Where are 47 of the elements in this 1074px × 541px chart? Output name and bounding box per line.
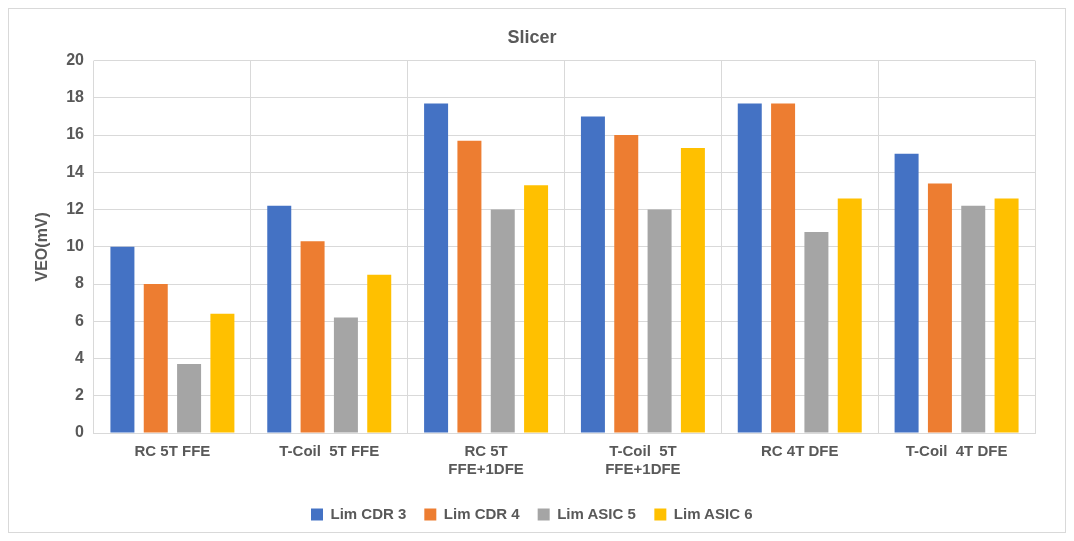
y-tick-label: 12 bbox=[66, 199, 85, 217]
y-tick-label: 4 bbox=[75, 348, 85, 366]
bar bbox=[994, 198, 1019, 433]
bar bbox=[647, 209, 672, 433]
bar bbox=[837, 198, 862, 433]
x-tick-label: T-Coil 5T FFE+1DFE bbox=[605, 442, 681, 478]
bar bbox=[804, 231, 829, 433]
bar bbox=[580, 116, 605, 433]
bar bbox=[614, 135, 639, 433]
bar bbox=[680, 148, 705, 433]
legend-label: Lim ASIC 6 bbox=[673, 504, 753, 522]
chart-title: Slicer bbox=[507, 26, 557, 47]
y-tick-label: 18 bbox=[66, 88, 85, 106]
y-tick-label: 20 bbox=[66, 51, 85, 69]
bar bbox=[894, 153, 919, 433]
bar bbox=[333, 317, 358, 433]
y-tick-label: 14 bbox=[66, 162, 85, 180]
x-tick-label: T-Coil 4T DFE bbox=[905, 442, 1008, 460]
y-tick-label: 8 bbox=[75, 274, 85, 292]
bar bbox=[737, 103, 762, 433]
bar bbox=[424, 103, 449, 433]
x-tick-label: T-Coil 5T FFE bbox=[279, 442, 380, 460]
legend-label: Lim CDR 3 bbox=[330, 504, 407, 522]
x-tick-label: RC 5T FFE bbox=[134, 442, 211, 460]
y-tick-label: 2 bbox=[75, 386, 85, 404]
y-tick-label: 0 bbox=[75, 423, 85, 441]
y-tick-label: 16 bbox=[66, 125, 85, 143]
legend-label: Lim CDR 4 bbox=[443, 504, 521, 522]
bar bbox=[267, 205, 292, 433]
bar bbox=[771, 103, 796, 433]
bar bbox=[961, 205, 986, 433]
x-tick-label: RC 4T DFE bbox=[760, 442, 839, 460]
y-axis-title: VEO(mV) bbox=[33, 212, 51, 282]
bar bbox=[110, 246, 135, 433]
bar bbox=[457, 140, 482, 433]
bar bbox=[490, 209, 515, 433]
bar bbox=[524, 185, 549, 433]
bar bbox=[367, 274, 392, 433]
bar bbox=[177, 364, 202, 433]
x-tick-label: RC 5T FFE+1DFE bbox=[448, 442, 524, 478]
y-tick-label: 10 bbox=[66, 237, 85, 255]
bar bbox=[210, 313, 235, 433]
bar bbox=[927, 183, 952, 433]
bar bbox=[300, 241, 325, 433]
bar bbox=[143, 284, 168, 433]
y-tick-label: 6 bbox=[75, 311, 85, 329]
legend-label: Lim ASIC 5 bbox=[557, 504, 636, 522]
